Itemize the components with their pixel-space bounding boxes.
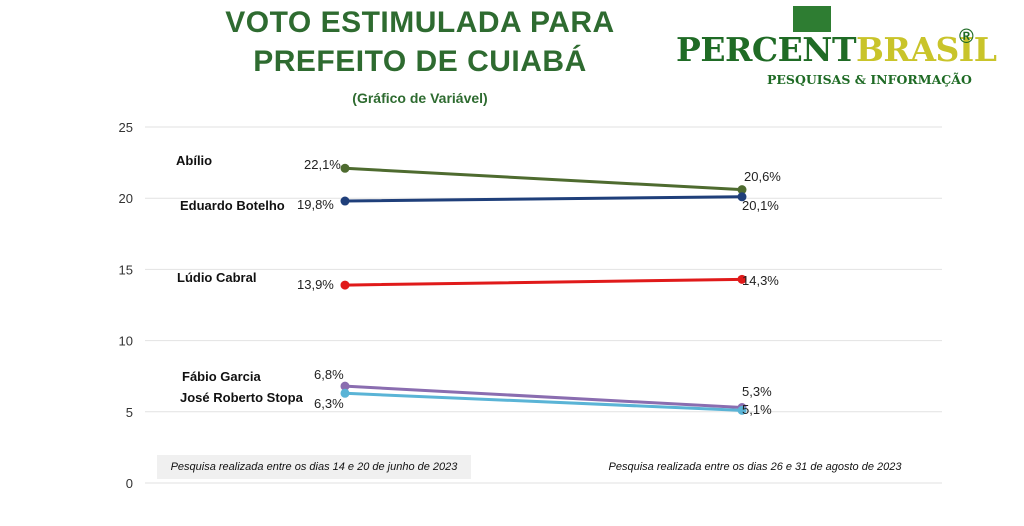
data-label-1-1: 20,1% [742,198,779,213]
data-label-3-1: 5,3% [742,384,772,399]
data-label-4-1: 5,1% [742,402,772,417]
logo-wordmark: PERCENTBRASIL [676,30,997,69]
logo-wordmark-part2: BRASIL [856,30,997,69]
chart-title-line1: VOTO ESTIMULADA PARA [225,6,615,39]
logo-tagline: PESQUISAS & INFORMAÇÃO [767,72,972,87]
data-point-4-0 [340,388,350,398]
y-tick-label: 25 [119,120,133,135]
percentbrasil-logo: PERCENTBRASIL ® PESQUISAS & INFORMAÇÃO [676,4,997,94]
data-label-0-0: 22,1% [304,157,341,172]
series-line-4 [343,391,744,412]
data-label-2-0: 13,9% [297,277,334,292]
data-point-2-0 [340,280,350,290]
series-line-3 [343,384,744,410]
y-tick-label: 5 [126,405,133,420]
series-name-label: José Roberto Stopa [180,390,304,405]
y-tick-label: 20 [119,191,133,206]
data-point-0-0 [340,163,350,173]
logo-wordmark-part1: PERCENT [676,30,857,69]
series-line-1 [343,195,744,203]
chart-title-line2: PREFEITO DE CUIABÁ [253,45,587,78]
registered-mark: ® [959,26,974,48]
series-line-2 [343,277,744,287]
data-label-0-1: 20,6% [744,169,781,184]
data-label-3-0: 6,8% [314,367,344,382]
survey-period-june: Pesquisa realizada entre os dias 14 e 20… [157,455,471,479]
data-point-3-0 [340,381,350,391]
data-point-4-1 [737,405,747,415]
data-label-1-0: 19,8% [297,197,334,212]
data-point-1-0 [340,196,350,206]
series-name-label: Lúdio Cabral [177,270,256,285]
data-point-2-1 [737,274,747,284]
data-point-1-1 [737,192,747,202]
logo-square-icon [793,6,831,32]
y-tick-label: 10 [119,334,133,349]
data-label-4-0: 6,3% [314,396,344,411]
data-point-0-1 [737,185,747,195]
survey-period-august: Pesquisa realizada entre os dias 26 e 31… [608,461,902,473]
series-name-label: Eduardo Botelho [180,198,285,213]
data-label-2-1: 14,3% [742,273,779,288]
chart-subtitle: (Gráfico de Variável) [352,90,488,106]
y-tick-label: 15 [119,262,133,277]
y-tick-label: 0 [126,476,133,491]
series-name-label: Abílio [176,153,212,168]
series-name-label: Fábio Garcia [182,369,262,384]
series-line-0 [343,166,744,192]
